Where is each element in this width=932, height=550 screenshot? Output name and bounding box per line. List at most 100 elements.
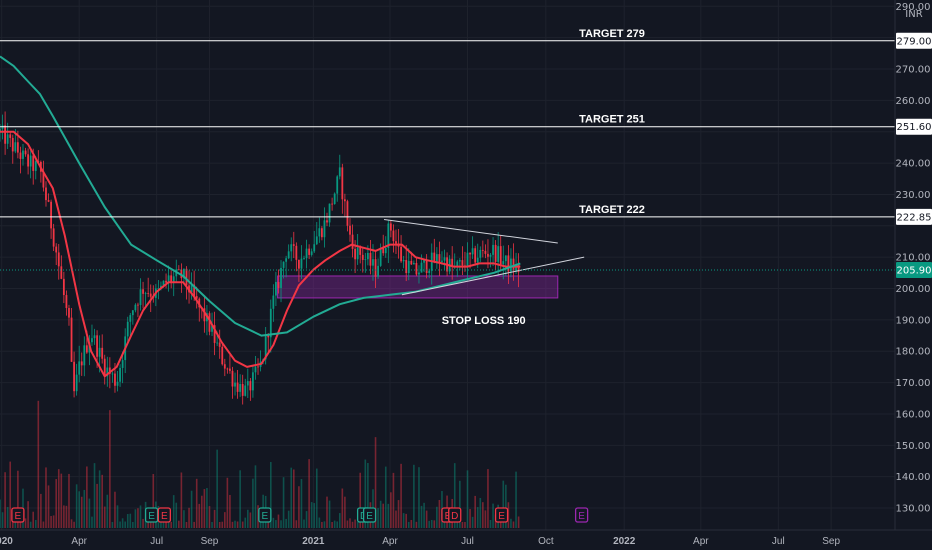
trend-line-upper[interactable] <box>383 219 558 244</box>
candle-body <box>236 382 239 392</box>
volume-bar <box>507 502 510 528</box>
candle-body <box>346 201 349 226</box>
price-tick-label: 240.00 <box>896 159 931 170</box>
candle-body <box>75 374 78 392</box>
event-marker-letter: E <box>15 511 22 522</box>
moving-average-long <box>0 55 521 337</box>
time-tick-label: Jul <box>150 536 163 547</box>
volume-bar <box>83 489 86 528</box>
candle-body <box>428 270 431 274</box>
volume-bar <box>129 513 132 528</box>
event-marker[interactable]: D <box>448 507 462 523</box>
volume-bar <box>349 518 351 528</box>
candle-body <box>387 223 390 248</box>
candle-body <box>512 258 515 271</box>
volume-bar <box>183 510 185 528</box>
candle-body <box>269 308 272 338</box>
event-markers[interactable]: EEEEDEEDEE <box>11 507 589 523</box>
volume-bar <box>142 518 144 528</box>
volume-bar <box>75 484 78 528</box>
target-label: TARGET 279 <box>579 28 645 40</box>
event-marker-box <box>574 507 589 523</box>
candle-body <box>14 142 17 152</box>
event-marker[interactable]: E <box>258 507 272 523</box>
candle-body <box>402 259 405 262</box>
time-tick-label: Apr <box>693 536 709 547</box>
volume-bar <box>418 467 420 528</box>
volume-bar <box>93 463 96 528</box>
event-marker[interactable]: E <box>144 507 159 523</box>
price-tick-label: 200.00 <box>896 284 931 295</box>
candle-body <box>83 345 86 366</box>
candle-body <box>144 293 147 295</box>
volume-bar <box>443 521 446 528</box>
candle-body <box>354 248 357 260</box>
candle-body <box>193 284 196 297</box>
time-axis[interactable]: 2020 Apr Jul Sep 2021 Apr Jul Oct 2022 Apr Jul Sep <box>0 536 840 547</box>
support-zone[interactable] <box>277 275 559 299</box>
support-zone-box[interactable] <box>277 275 559 299</box>
candle-body <box>469 252 471 255</box>
volume-bar <box>103 506 106 528</box>
candle-body <box>9 134 12 138</box>
volume-bar <box>60 473 63 528</box>
volume-bar <box>0 499 1 528</box>
price-tick-label: 150.00 <box>896 441 931 452</box>
candle-body <box>246 381 249 386</box>
volume-bar <box>37 400 40 528</box>
candle-body <box>481 249 484 251</box>
event-marker[interactable]: E <box>494 507 509 523</box>
volume-bar <box>149 517 152 528</box>
event-marker-box <box>144 507 159 523</box>
event-marker[interactable]: E <box>11 507 25 523</box>
event-marker-letter: E <box>498 511 505 522</box>
volume-bar <box>195 478 198 528</box>
candle-body <box>366 252 369 260</box>
volume-bar <box>471 516 474 528</box>
volume-bar <box>461 521 464 528</box>
candle-body <box>114 373 116 386</box>
volume-bar <box>476 507 479 528</box>
volume-bar <box>226 477 229 528</box>
event-marker[interactable]: E <box>157 507 172 523</box>
volume-bar <box>323 521 326 528</box>
candle-body <box>320 228 323 238</box>
trend-lines[interactable] <box>383 219 585 296</box>
price-tag-box <box>896 208 932 225</box>
candle-body <box>160 285 162 289</box>
target-levels[interactable]: TARGET 279 TARGET 251 TARGET 222 <box>0 28 895 271</box>
candle-body <box>190 284 193 293</box>
time-axis-panel[interactable] <box>0 530 932 550</box>
volume-bar <box>305 511 308 528</box>
price-axis[interactable]: 290.00 270.00 260.00 240.00 230.00 210.00 200.… <box>896 2 931 515</box>
event-marker-box <box>494 507 509 523</box>
volume-bar <box>474 495 476 528</box>
volume-bar <box>364 459 367 528</box>
current-price-label: 205.90 <box>897 266 932 277</box>
volume-bar <box>272 517 275 528</box>
candle-body <box>29 155 32 167</box>
candle-body <box>423 259 425 263</box>
price-tick-label: 140.00 <box>896 472 931 483</box>
volume-bar <box>438 499 441 528</box>
volume-bar <box>203 489 206 528</box>
event-marker[interactable]: E <box>574 507 589 523</box>
time-tick-label: Apr <box>382 536 398 547</box>
candle-body <box>461 260 464 266</box>
candle-body <box>119 367 121 382</box>
trend-line-lower[interactable] <box>401 256 585 296</box>
event-marker[interactable]: E <box>362 507 377 523</box>
event-marker-box <box>258 507 272 523</box>
volume-bar <box>4 472 6 528</box>
candle-body <box>331 203 334 205</box>
volume-bar <box>515 471 517 528</box>
volume-bar <box>249 512 252 528</box>
volume-bar <box>47 485 50 528</box>
volume-bar <box>397 500 400 528</box>
candle-body <box>129 315 132 322</box>
candle-body <box>126 321 129 337</box>
volume-bar <box>252 478 254 528</box>
volume-bar <box>333 520 336 528</box>
